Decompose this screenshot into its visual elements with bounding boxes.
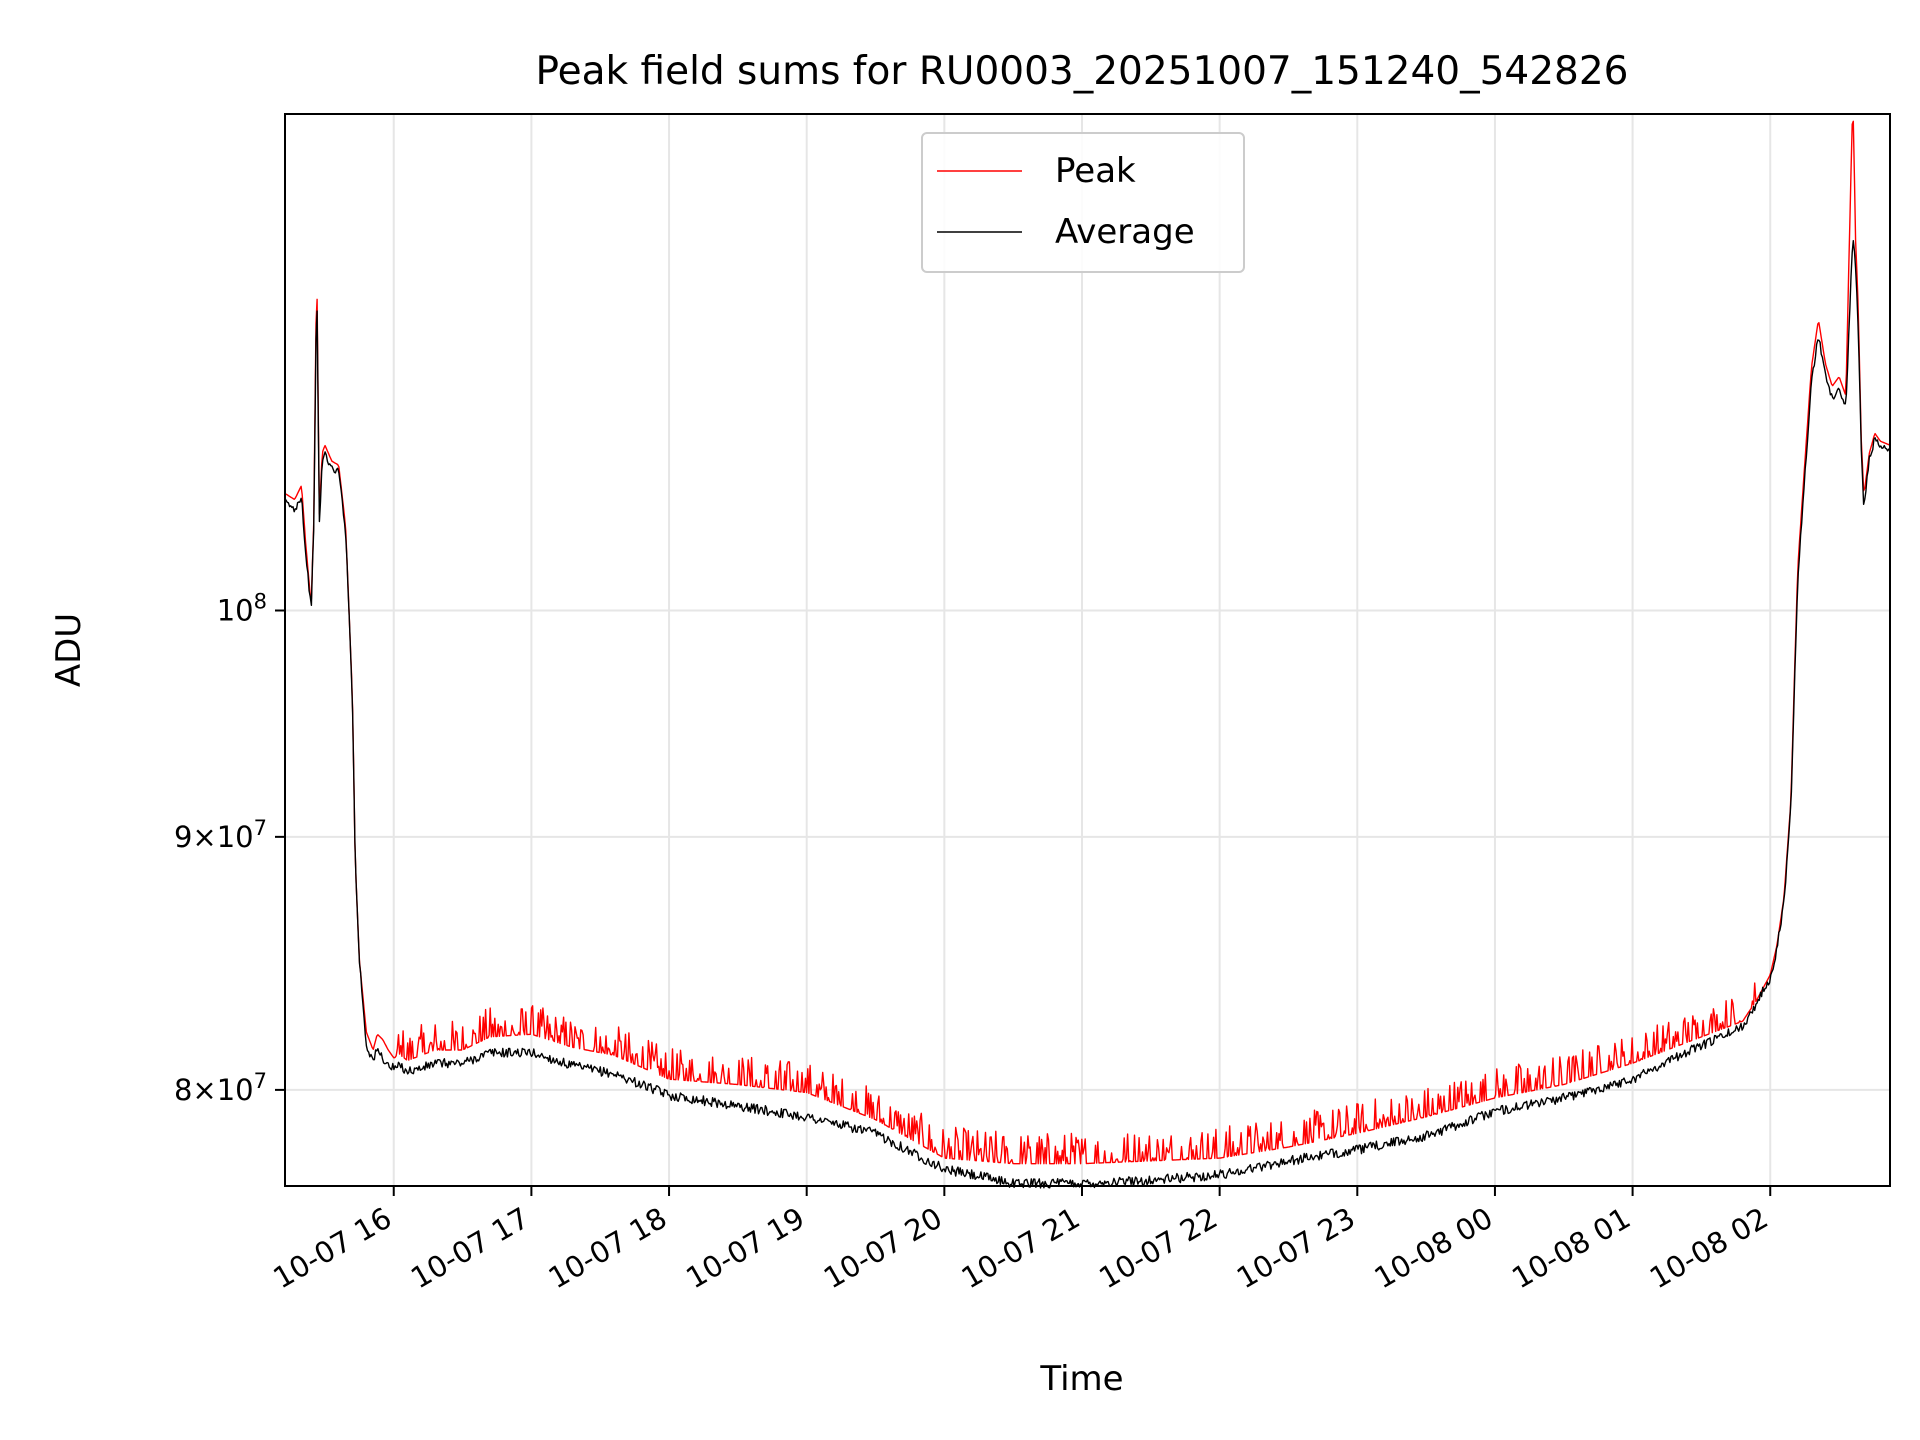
plot-area (285, 114, 1890, 1186)
legend: Peak Average (921, 132, 1245, 273)
grid-lines (285, 114, 1890, 1186)
legend-label-average: Average (1055, 212, 1195, 252)
series-group (284, 120, 1891, 1189)
y-axis-label: ADU (49, 613, 89, 687)
series-line-peak (284, 120, 1891, 1165)
chart-title: Peak field sums for RU0003_20251007_1512… (536, 49, 1629, 94)
legend-box (921, 132, 1245, 273)
series-line-average (284, 239, 1891, 1189)
y-tick-label: 9×107 (174, 816, 267, 854)
x-axis-label: Time (1039, 1359, 1123, 1399)
axes-frame (284, 113, 1891, 1187)
legend-label-peak: Peak (1055, 151, 1136, 191)
y-tick-label: 8×107 (174, 1069, 267, 1107)
